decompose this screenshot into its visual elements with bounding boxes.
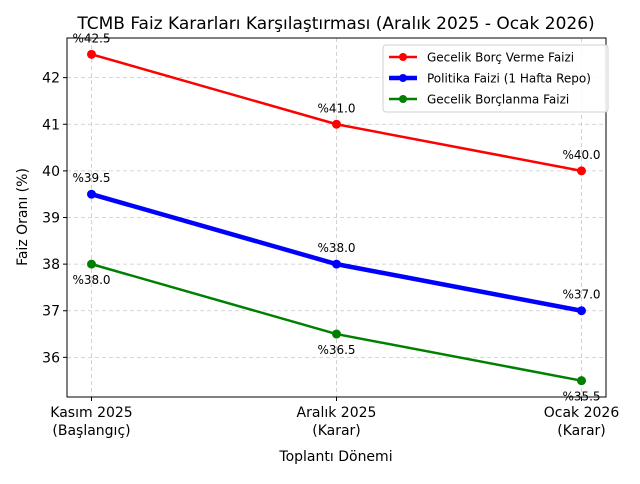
axes: 36 37 38 39 40 41 42 Kasım 2025 (Başlangıç) Aralı… — [42, 71, 619, 439]
data-point — [332, 329, 341, 339]
y-tick-label: 36 — [42, 350, 60, 366]
legend-label: Politika Faizi (1 Hafta Repo) — [427, 72, 591, 86]
x-tick-label: Aralık 2025 — [297, 405, 377, 421]
x-tick-label: (Karar) — [312, 423, 361, 439]
x-tick-label: (Başlangıç) — [52, 423, 130, 439]
data-label: %37.0 — [562, 288, 600, 302]
y-tick-label: 37 — [42, 304, 60, 320]
data-label: %40.0 — [562, 148, 600, 162]
data-point — [87, 259, 96, 269]
y-tick-label: 40 — [42, 164, 60, 180]
series-group: %42.5%41.0%40.0%39.5%38.0%37.0%38.0%36.5… — [72, 31, 600, 403]
legend: Gecelik Borç Verme Faizi Politika Faizi (… — [382, 44, 609, 113]
data-point — [577, 166, 586, 176]
data-point — [577, 376, 586, 386]
y-tick-label: 41 — [42, 117, 60, 133]
y-tick-label: 39 — [42, 211, 60, 227]
x-tick-label: Kasım 2025 — [50, 405, 132, 421]
legend-marker — [399, 53, 407, 61]
y-tick-label: 42 — [42, 71, 60, 87]
data-point — [87, 49, 96, 59]
data-label: %39.5 — [72, 171, 110, 185]
y-axis-label: Faiz Oranı (%) — [15, 168, 31, 266]
legend-marker — [399, 95, 407, 103]
data-point — [87, 189, 96, 199]
data-label: %38.0 — [317, 241, 355, 255]
x-axis-label: Toplantı Dönemi — [278, 449, 392, 465]
data-label: %41.0 — [317, 101, 355, 115]
legend-label: Gecelik Borç Verme Faizi — [427, 51, 574, 65]
data-label: %38.0 — [72, 273, 110, 287]
data-label: %36.5 — [317, 343, 355, 357]
chart-title: TCMB Faiz Kararları Karşılaştırması (Ara… — [76, 14, 594, 34]
data-point — [332, 119, 341, 129]
legend-label: Gecelik Borçlanma Faizi — [427, 93, 569, 107]
data-point — [577, 306, 586, 316]
data-point — [332, 259, 341, 269]
y-tick-label: 38 — [42, 257, 60, 273]
x-tick-label: Ocak 2026 — [544, 405, 620, 421]
legend-marker — [399, 74, 407, 82]
legend-box — [382, 44, 609, 113]
x-tick-label: (Karar) — [557, 423, 606, 439]
